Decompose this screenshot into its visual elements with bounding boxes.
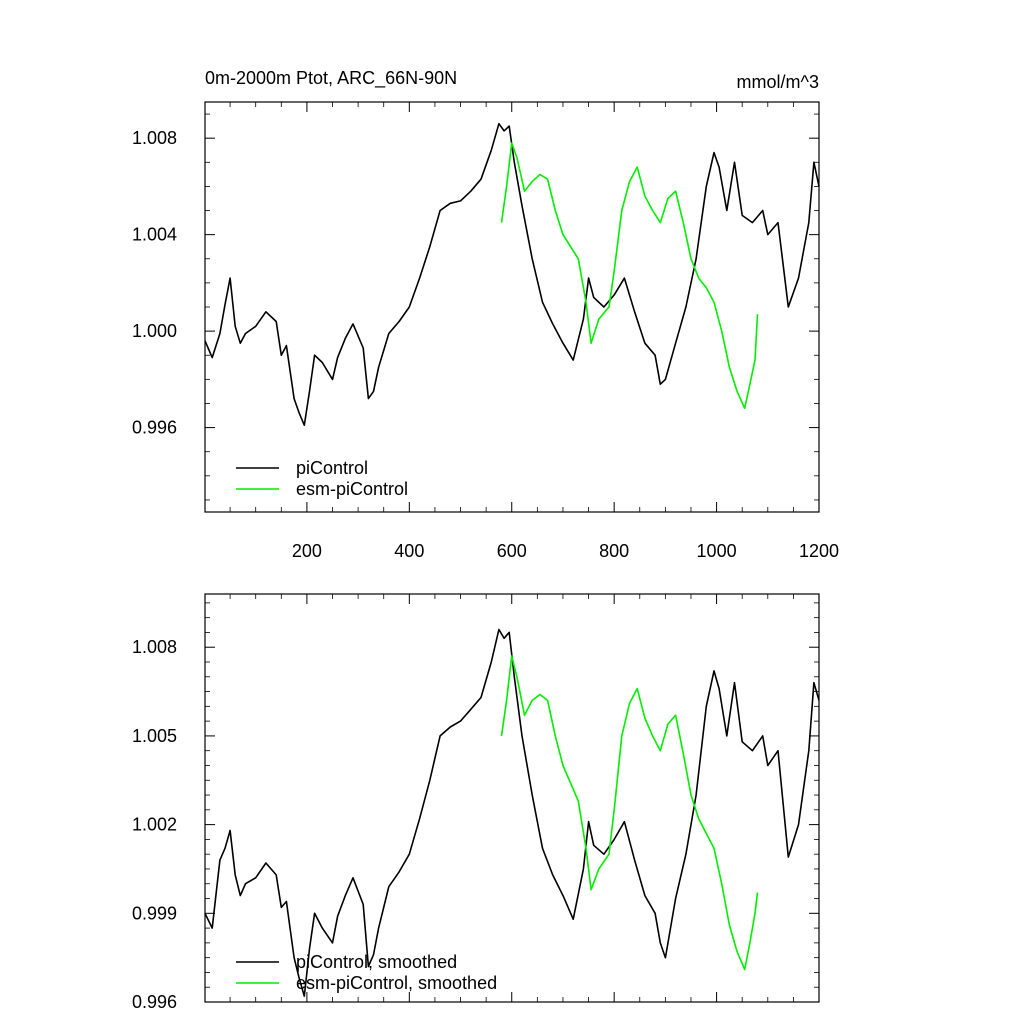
series-line-picontrol [204,122,820,427]
x-tick-label: 1000 [697,541,737,561]
top-panel: 200 400 600 800 1000 1200 0.996 1.000 1.004 1.008… [132,101,839,561]
x-tick-label: 200 [292,541,322,561]
chart-title: 0m-2000m Ptot, ARC_66N-90N [205,68,457,89]
x-tick-label: 600 [497,541,527,561]
x-tick-label: 800 [599,541,629,561]
x-tick-label: 400 [394,541,424,561]
y-tick-label: 1.000 [132,321,177,341]
series-line-esm-picontrol [500,142,759,410]
legend-label: esm-piControl, smoothed [296,973,497,993]
legend-label: piControl [296,458,368,478]
plot-frame [204,101,820,513]
y-tick-label: 0.996 [132,992,177,1012]
y-tick-label: 1.008 [132,637,177,657]
series-line-picontrol [204,628,820,997]
y-tick-label: 1.005 [132,726,177,746]
y-tick-label: 1.004 [132,225,177,245]
x-tick-label: 1200 [799,541,839,561]
series-line-esm-picontrol [500,655,759,971]
units-label: mmol/m^3 [737,72,819,92]
y-tick-label: 0.996 [132,418,177,438]
legend-label: piControl, smoothed [296,952,457,972]
y-tick-label: 0.999 [132,903,177,923]
y-tick-label: 1.008 [132,128,177,148]
bottom-panel: 0.996 0.999 1.002 1.005 1.008 piControl, smoo… [132,593,820,1012]
y-tick-label: 1.002 [132,815,177,835]
legend-label: esm-piControl [296,479,408,499]
